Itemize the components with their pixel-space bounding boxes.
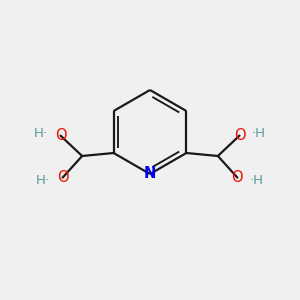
Text: O: O — [232, 170, 243, 185]
Text: O: O — [57, 170, 68, 185]
Text: H·: H· — [34, 127, 48, 140]
Text: O: O — [234, 128, 245, 143]
Text: ·H: ·H — [252, 127, 266, 140]
Text: H·: H· — [36, 173, 50, 187]
Text: N: N — [144, 167, 156, 182]
Text: ·H: ·H — [250, 173, 264, 187]
Text: O: O — [55, 128, 66, 143]
